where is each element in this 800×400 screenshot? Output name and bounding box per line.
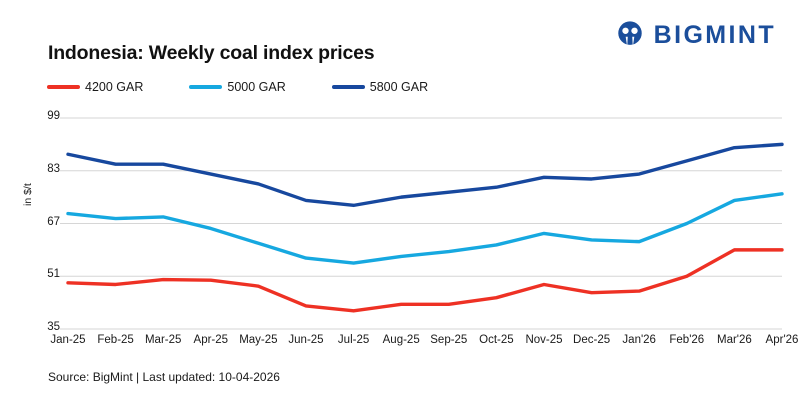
x-axis-tick-label: Mar'26 <box>716 334 752 346</box>
x-axis-tick-label: Dec-25 <box>573 334 611 346</box>
legend-item-4200-gar[interactable]: 4200 GAR <box>47 80 143 94</box>
x-axis-tick-label: May-25 <box>239 334 278 346</box>
source-note: Source: BigMint | Last updated: 10-04-20… <box>48 370 280 384</box>
legend-label-5800-gar: 5800 GAR <box>369 80 429 94</box>
x-axis-tick-label: Jul-25 <box>337 334 370 346</box>
legend-item-5000-gar[interactable]: 5000 GAR <box>189 80 286 94</box>
x-axis-tick-label: Jun-25 <box>288 334 324 346</box>
page-title: Indonesia: Weekly coal index prices <box>48 42 375 64</box>
chart-series-layer <box>66 142 784 313</box>
chart-line-5000-gar[interactable] <box>66 192 784 265</box>
legend-swatch-5800-gar <box>331 85 365 89</box>
chart-legend: 4200 GAR 5000 GAR 5800 GAR <box>47 80 428 94</box>
legend-item-5800-gar[interactable]: 5800 GAR <box>331 80 429 94</box>
x-axis-tick-label: Nov-25 <box>525 334 563 346</box>
x-axis-tick-label: Feb'26 <box>669 334 705 346</box>
y-axis-tick-label: 83 <box>47 162 60 175</box>
brand-name: BIGMINT <box>653 20 776 49</box>
legend-swatch-5000-gar <box>189 85 223 89</box>
x-axis-tick-label: Jan'26 <box>622 334 656 346</box>
x-axis-tick-label: Feb-25 <box>97 334 134 346</box>
chart-gridlines <box>60 117 782 330</box>
y-axis-tick-label: 35 <box>47 321 60 333</box>
x-axis-tick-label: Mar-25 <box>144 334 182 346</box>
legend-swatch-4200-gar <box>47 85 80 89</box>
x-axis-tick-label: Oct-25 <box>479 334 514 346</box>
y-axis-tick-label: 67 <box>47 215 60 228</box>
x-axis-tick-label: Apr'26 <box>765 334 799 346</box>
legend-label-4200-gar: 4200 GAR <box>85 80 144 94</box>
x-axis-tick-label: Sep-25 <box>430 334 468 346</box>
x-axis-tick-label: Apr-25 <box>193 334 229 346</box>
brand-logo: BIGMINT <box>615 20 776 50</box>
bigmint-circle-mark-icon <box>617 21 642 47</box>
y-axis-tick-label: 99 <box>47 110 60 122</box>
x-axis-tick-label: Aug-25 <box>382 334 420 346</box>
y-axis-tick-label: 51 <box>47 268 60 281</box>
x-axis-tick-label: Jan-25 <box>50 334 86 346</box>
chart-line-4200-gar[interactable] <box>66 248 784 313</box>
chart-line-5800-gar[interactable] <box>66 142 784 208</box>
legend-label-5000-gar: 5000 GAR <box>227 80 286 94</box>
